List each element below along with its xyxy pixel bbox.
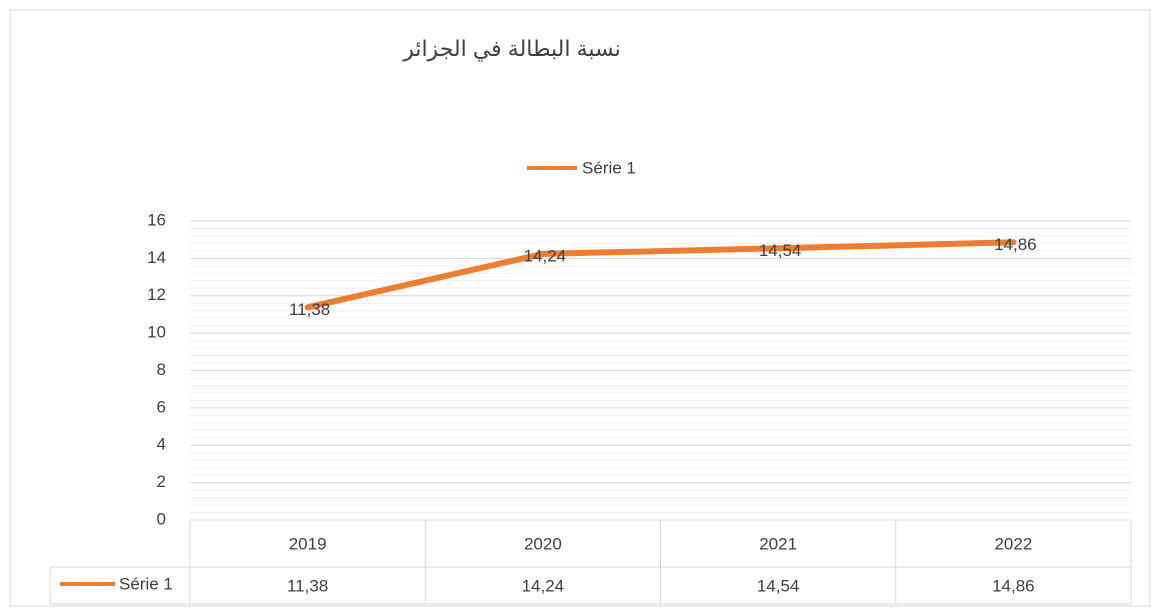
table-legend-label: Série 1 — [119, 574, 173, 593]
y-tick-label: 12 — [147, 285, 166, 304]
data-label: 11,38 — [289, 300, 330, 319]
y-tick-label: 16 — [147, 210, 166, 229]
x-tick-label: 2019 — [289, 534, 327, 553]
chart-title: نسبة البطالة في الجزائر — [402, 36, 621, 62]
table-value: 14,24 — [522, 576, 565, 595]
x-tick-label: 2020 — [524, 534, 562, 553]
y-tick-label: 6 — [157, 397, 166, 416]
y-tick-label: 0 — [157, 509, 166, 528]
data-label: 14,54 — [759, 241, 802, 260]
line-series — [304, 239, 1017, 311]
y-tick-label: 2 — [157, 472, 166, 491]
x-tick-label: 2022 — [994, 534, 1032, 553]
x-tick-label: 2021 — [759, 534, 797, 553]
legend-label: Série 1 — [582, 158, 636, 177]
y-tick-label: 10 — [147, 323, 166, 342]
data-label: 14,24 — [524, 246, 567, 265]
y-tick-label: 4 — [157, 435, 166, 454]
table-value: 14,54 — [757, 576, 800, 595]
data-label: 14,86 — [994, 235, 1037, 254]
y-tick-label: 8 — [157, 360, 166, 379]
table-value: 14,86 — [992, 576, 1035, 595]
chart-frame — [9, 9, 1151, 607]
y-tick-label: 14 — [147, 248, 166, 267]
table-value: 11,38 — [287, 576, 328, 595]
